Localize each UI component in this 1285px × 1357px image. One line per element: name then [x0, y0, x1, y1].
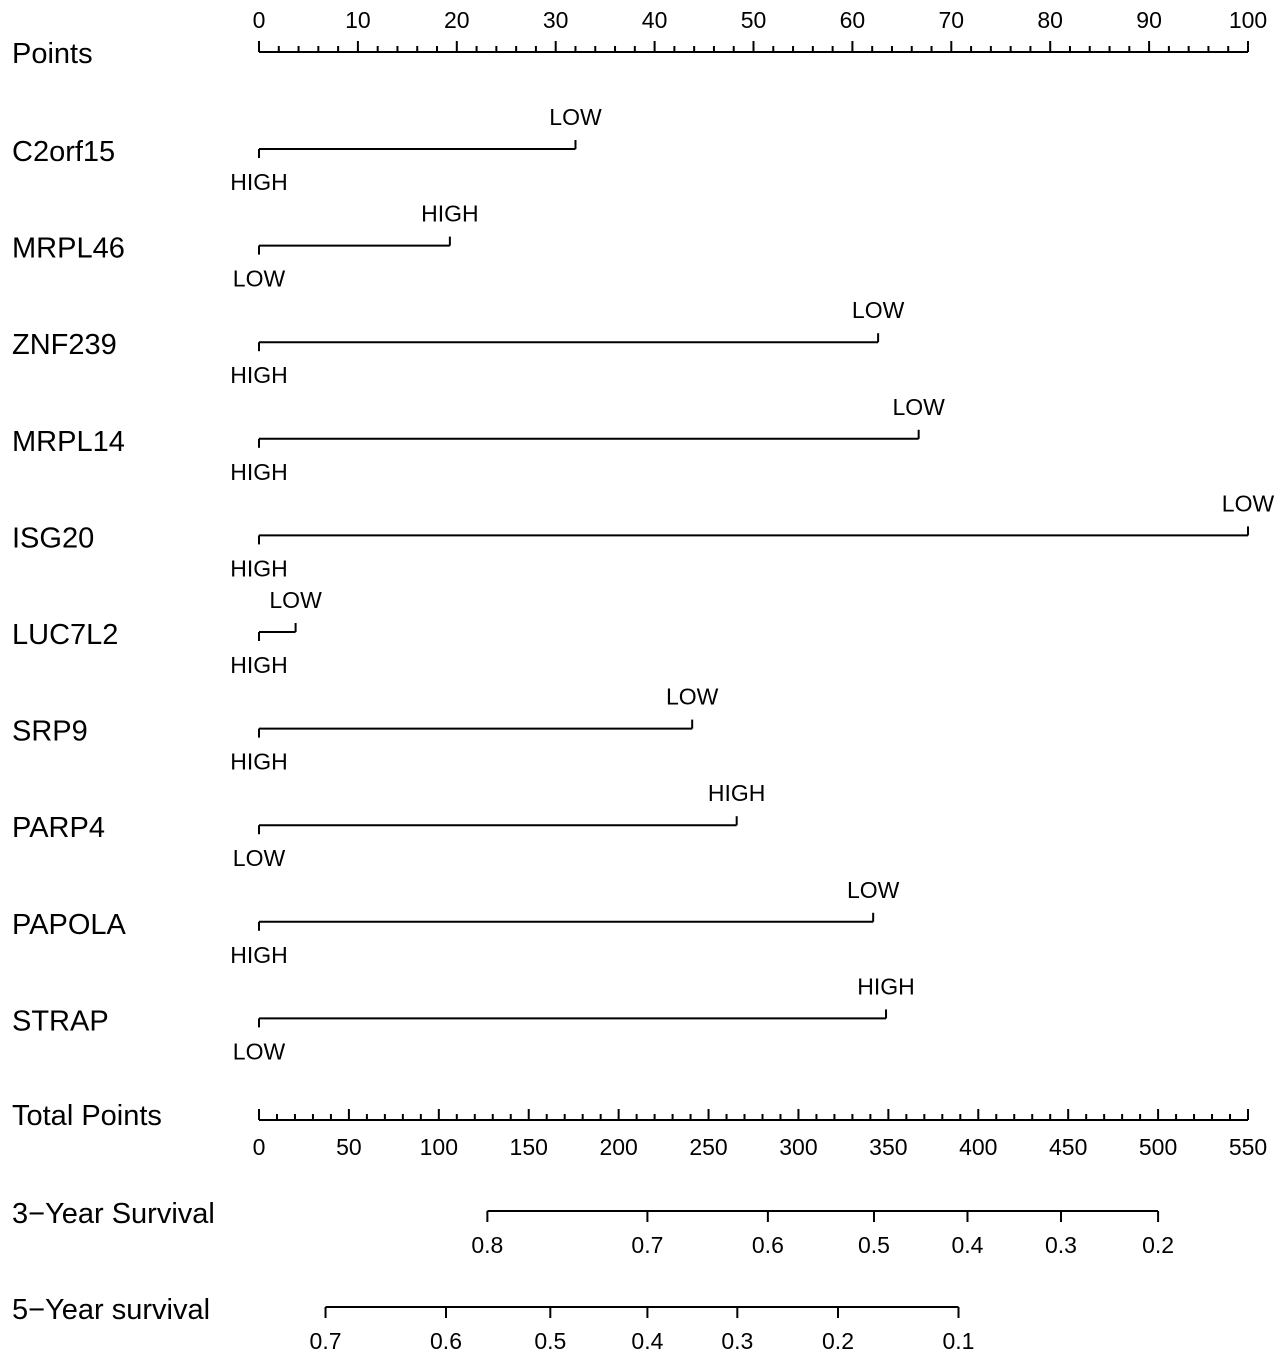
- variable-name-label: STRAP: [12, 1005, 109, 1037]
- points-tick-label: 0: [253, 7, 266, 33]
- total-tick-label: 500: [1139, 1134, 1177, 1160]
- level-label: LOW: [549, 104, 602, 130]
- level-label: HIGH: [230, 459, 288, 485]
- level-label: LOW: [233, 1038, 286, 1064]
- total-tick-label: 0: [253, 1134, 266, 1160]
- variable-rows: C2orf15 HIGH LOW MRPL46 LOW HIGH ZNF239 HIGH LOW…: [12, 104, 1274, 1064]
- variable-name-label: SRP9: [12, 716, 88, 748]
- survival-tick-label: 0.4: [951, 1232, 983, 1258]
- points-tick-label: 10: [345, 7, 371, 33]
- level-label: HIGH: [230, 555, 288, 581]
- level-label: HIGH: [230, 169, 288, 195]
- survival-tick-label: 0.7: [310, 1328, 342, 1354]
- points-tick-label: 50: [741, 7, 767, 33]
- points-tick-label: 40: [642, 7, 668, 33]
- survival-tick-label: 0.5: [534, 1328, 566, 1354]
- variable-row-mrpl46: MRPL46 LOW HIGH: [12, 201, 479, 292]
- variable-row-mrpl14: MRPL14 HIGH LOW: [12, 394, 945, 485]
- total-tick-label: 250: [689, 1134, 727, 1160]
- points-tick-label: 20: [444, 7, 470, 33]
- total-tick-label: 200: [599, 1134, 637, 1160]
- variable-row-isg20: ISG20 HIGH LOW: [12, 490, 1274, 581]
- variable-name-label: MRPL14: [12, 426, 125, 458]
- variable-name-label: LUC7L2: [12, 619, 118, 651]
- variable-row-strap: STRAP LOW HIGH: [12, 973, 915, 1064]
- total-tick-label: 550: [1229, 1134, 1267, 1160]
- total-tick-label: 300: [779, 1134, 817, 1160]
- level-label: LOW: [269, 587, 322, 613]
- survival-tick-label: 0.4: [631, 1328, 663, 1354]
- variable-name-label: PAPOLA: [12, 909, 127, 941]
- variable-name-label: C2orf15: [12, 136, 115, 168]
- level-label: HIGH: [230, 749, 288, 775]
- survival-tick-label: 0.6: [430, 1328, 462, 1354]
- variable-name-label: ZNF239: [12, 329, 117, 361]
- points-axis: 0 10 20 30 40 50 60 70 80 90 100: [253, 7, 1267, 53]
- total-tick-label: 400: [959, 1134, 997, 1160]
- level-label: HIGH: [230, 652, 288, 678]
- level-label: HIGH: [230, 362, 288, 388]
- points-tick-label: 70: [939, 7, 965, 33]
- variable-row-c2orf15: C2orf15 HIGH LOW: [12, 104, 602, 195]
- survival-axis-2: 5−Year survival 0.7 0.6 0.5 0.4 0.3 0.2 0.1: [12, 1294, 974, 1354]
- level-label: LOW: [892, 394, 945, 420]
- total-tick-label: 150: [510, 1134, 548, 1160]
- variable-row-znf239: ZNF239 HIGH LOW: [12, 297, 905, 388]
- variable-row-papola: PAPOLA HIGH LOW: [12, 877, 900, 968]
- level-label: LOW: [852, 297, 905, 323]
- variable-row-parp4: PARP4 LOW HIGH: [12, 780, 765, 871]
- survival-tick-label: 0.5: [858, 1232, 890, 1258]
- points-tick-label: 30: [543, 7, 569, 33]
- survival-axis-label: 3−Year Survival: [12, 1198, 215, 1230]
- variable-row-srp9: SRP9 HIGH LOW: [12, 684, 719, 775]
- survival-tick-label: 0.1: [943, 1328, 975, 1354]
- total-points-axis: 0 50 100 150 200 250 300 350 400 450 500 550: [253, 1109, 1267, 1160]
- level-label: HIGH: [421, 201, 479, 227]
- total-tick-label: 350: [869, 1134, 907, 1160]
- level-label: LOW: [233, 845, 286, 871]
- level-label: LOW: [233, 266, 286, 292]
- survival-tick-label: 0.7: [631, 1232, 663, 1258]
- points-tick-label: 100: [1229, 7, 1267, 33]
- level-label: LOW: [847, 877, 900, 903]
- total-points-axis-label: Total Points: [12, 1100, 162, 1132]
- survival-tick-label: 0.3: [1045, 1232, 1077, 1258]
- survival-tick-label: 0.3: [721, 1328, 753, 1354]
- variable-row-luc7l2: LUC7L2 HIGH LOW: [12, 587, 322, 678]
- level-label: LOW: [1222, 490, 1275, 516]
- survival-tick-label: 0.8: [471, 1232, 503, 1258]
- level-label: HIGH: [857, 973, 915, 999]
- points-tick-label: 60: [840, 7, 866, 33]
- variable-name-label: ISG20: [12, 522, 94, 554]
- total-tick-label: 100: [420, 1134, 458, 1160]
- level-label: HIGH: [230, 942, 288, 968]
- points-tick-label: 90: [1136, 7, 1162, 33]
- survival-tick-label: 0.6: [752, 1232, 784, 1258]
- survival-tick-label: 0.2: [822, 1328, 854, 1354]
- survival-axis-label: 5−Year survival: [12, 1294, 210, 1326]
- survival-axis-1: 3−Year Survival 0.8 0.7 0.6 0.5 0.4 0.3 0.2: [12, 1198, 1174, 1258]
- survival-tick-label: 0.2: [1142, 1232, 1174, 1258]
- level-label: LOW: [666, 684, 719, 710]
- points-tick-label: 80: [1037, 7, 1063, 33]
- total-tick-label: 50: [336, 1134, 362, 1160]
- variable-name-label: MRPL46: [12, 233, 125, 265]
- total-tick-label: 450: [1049, 1134, 1087, 1160]
- variable-name-label: PARP4: [12, 812, 105, 844]
- points-axis-label: Points: [12, 38, 93, 70]
- level-label: HIGH: [708, 780, 766, 806]
